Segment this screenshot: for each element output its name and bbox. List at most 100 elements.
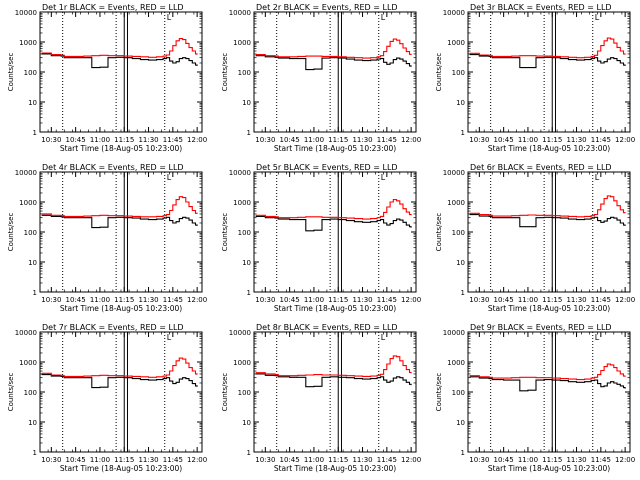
x-tick-label: 11:15 (328, 136, 348, 144)
annotation-label: L (595, 173, 600, 182)
y-tick-label: 10 (456, 259, 465, 267)
y-tick-label: 1 (33, 289, 37, 297)
x-tick-label: 10:30 (41, 296, 61, 304)
x-axis-label: Start Time (18-Aug-05 10:23:00) (60, 464, 182, 473)
panel-title: Det 8r BLACK = Events, RED = LLD (256, 323, 398, 332)
y-tick-label: 1 (461, 289, 465, 297)
x-tick-label: 11:00 (304, 456, 324, 464)
x-tick-label: 11:15 (328, 456, 348, 464)
annotation-label: L (167, 333, 172, 342)
x-tick-label: 11:30 (566, 456, 586, 464)
x-tick-label: 11:00 (90, 296, 110, 304)
x-tick-label: 10:45 (66, 456, 86, 464)
y-tick-label: 1000 (447, 199, 465, 207)
x-tick-label: 11:30 (352, 456, 372, 464)
x-tick-label: 12:00 (615, 296, 635, 304)
plot-frame (39, 171, 203, 293)
panel-title: Det 1r BLACK = Events, RED = LLD (42, 3, 184, 12)
x-tick-label: 11:30 (352, 296, 372, 304)
lld-series-line (255, 355, 412, 377)
y-axis-label: Counts/sec (221, 373, 229, 412)
plot-frame (467, 11, 631, 133)
events-series-line (255, 55, 412, 71)
x-tick-label: 11:15 (114, 296, 134, 304)
x-tick-label: 10:30 (255, 456, 275, 464)
x-tick-label: 11:45 (163, 456, 183, 464)
x-tick-label: 10:30 (41, 136, 61, 144)
events-series-line (41, 374, 198, 389)
y-axis-label: Counts/sec (435, 373, 443, 412)
y-tick-label: 100 (452, 389, 465, 397)
x-tick-label: 10:30 (469, 296, 489, 304)
x-tick-label: 12:00 (615, 136, 635, 144)
y-tick-label: 1000 (447, 39, 465, 47)
detector-panel: Det 2r BLACK = Events, RED = LLD 1 10 100 10… (221, 3, 421, 153)
events-series-line (41, 53, 198, 69)
x-tick-label: 10:30 (469, 136, 489, 144)
x-tick-label: 11:45 (591, 136, 611, 144)
annotation-label: L (381, 13, 386, 22)
x-tick-label: 10:30 (469, 456, 489, 464)
y-tick-label: 10 (456, 419, 465, 427)
y-tick-label: 100 (238, 229, 251, 237)
y-tick-label: 1 (247, 129, 251, 137)
events-series-line (469, 214, 626, 228)
lld-series-line (41, 357, 198, 378)
x-tick-label: 11:30 (138, 456, 158, 464)
x-tick-label: 10:45 (494, 296, 514, 304)
x-tick-label: 10:30 (255, 136, 275, 144)
plot-frame (39, 11, 203, 133)
events-series-line (469, 54, 626, 69)
plot-frame (253, 331, 417, 453)
lld-series-line (469, 363, 626, 381)
x-tick-label: 11:00 (304, 296, 324, 304)
x-tick-label: 11:00 (90, 136, 110, 144)
x-axis-label: Start Time (18-Aug-05 10:23:00) (60, 144, 182, 153)
x-tick-label: 11:00 (518, 456, 538, 464)
plot-frame (253, 171, 417, 293)
y-tick-label: 100 (24, 69, 37, 77)
y-axis-label: Counts/sec (435, 53, 443, 92)
panel-title: Det 2r BLACK = Events, RED = LLD (256, 3, 398, 12)
x-tick-label: 11:45 (377, 136, 397, 144)
x-tick-label: 11:30 (566, 296, 586, 304)
panel-title: Det 4r BLACK = Events, RED = LLD (42, 163, 184, 172)
x-tick-label: 11:15 (114, 456, 134, 464)
x-tick-label: 11:15 (542, 296, 562, 304)
x-tick-label: 10:45 (494, 456, 514, 464)
detector-panel: Det 3r BLACK = Events, RED = LLD 1 10 100 10… (435, 3, 635, 153)
events-series-line (255, 373, 412, 388)
y-tick-label: 100 (238, 69, 251, 77)
detector-panel: Det 8r BLACK = Events, RED = LLD 1 10 100 10… (221, 323, 421, 473)
x-tick-label: 11:00 (90, 456, 110, 464)
y-tick-label: 1 (247, 449, 251, 457)
x-axis-label: Start Time (18-Aug-05 10:23:00) (488, 144, 610, 153)
lld-series-line (469, 195, 626, 218)
events-series-line (255, 215, 412, 232)
y-tick-label: 10000 (15, 9, 37, 17)
y-tick-label: 1 (461, 129, 465, 137)
annotation-label: L (381, 333, 386, 342)
y-tick-label: 1000 (19, 39, 37, 47)
y-tick-label: 1000 (233, 199, 251, 207)
y-tick-label: 10 (242, 419, 251, 427)
plot-frame (253, 11, 417, 133)
x-axis-label: Start Time (18-Aug-05 10:23:00) (274, 144, 396, 153)
x-tick-label: 11:45 (377, 296, 397, 304)
x-tick-label: 10:45 (494, 136, 514, 144)
panel-title: Det 9r BLACK = Events, RED = LLD (470, 323, 612, 332)
x-tick-label: 12:00 (401, 456, 421, 464)
y-tick-label: 100 (452, 69, 465, 77)
x-axis-label: Start Time (18-Aug-05 10:23:00) (488, 304, 610, 313)
y-tick-label: 1 (461, 449, 465, 457)
x-tick-label: 11:30 (566, 136, 586, 144)
plot-frame (467, 331, 631, 453)
detector-panel: Det 5r BLACK = Events, RED = LLD 1 10 100 10… (221, 163, 421, 313)
x-tick-label: 10:45 (280, 296, 300, 304)
x-axis-label: Start Time (18-Aug-05 10:23:00) (488, 464, 610, 473)
x-tick-label: 11:45 (377, 456, 397, 464)
x-tick-label: 11:45 (163, 296, 183, 304)
y-axis-label: Counts/sec (221, 53, 229, 92)
x-tick-label: 11:00 (518, 136, 538, 144)
y-axis-label: Counts/sec (221, 213, 229, 252)
